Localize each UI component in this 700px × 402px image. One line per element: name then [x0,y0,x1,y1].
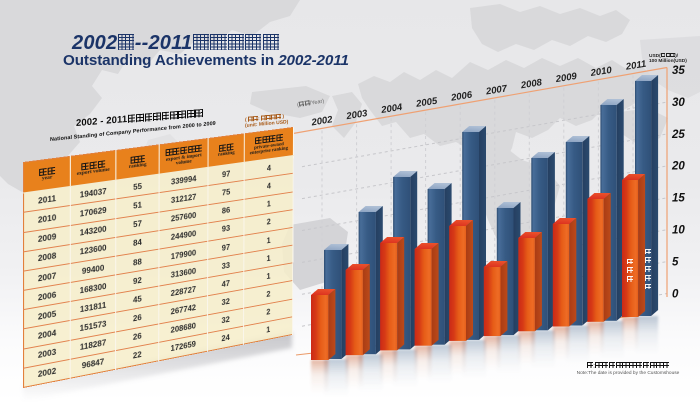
svg-text:30: 30 [672,97,685,109]
svg-text:15: 15 [672,193,685,205]
svg-text:2005: 2005 [414,96,438,110]
svg-text:25: 25 [671,129,685,141]
svg-text:2006: 2006 [449,89,473,103]
svg-text:2011: 2011 [624,59,647,73]
svg-text:2010: 2010 [589,65,613,79]
svg-text:0: 0 [672,288,679,300]
svg-text:10: 10 [672,225,685,237]
svg-text:2002: 2002 [310,114,334,128]
svg-text:20: 20 [671,161,685,173]
svg-text:2008: 2008 [519,77,543,91]
svg-text:35: 35 [672,65,685,77]
svg-text:2009: 2009 [554,71,578,85]
svg-text:2007: 2007 [484,83,508,97]
svg-text:2004: 2004 [380,102,404,116]
svg-text:2003: 2003 [345,108,369,122]
svg-text:5: 5 [672,256,679,268]
